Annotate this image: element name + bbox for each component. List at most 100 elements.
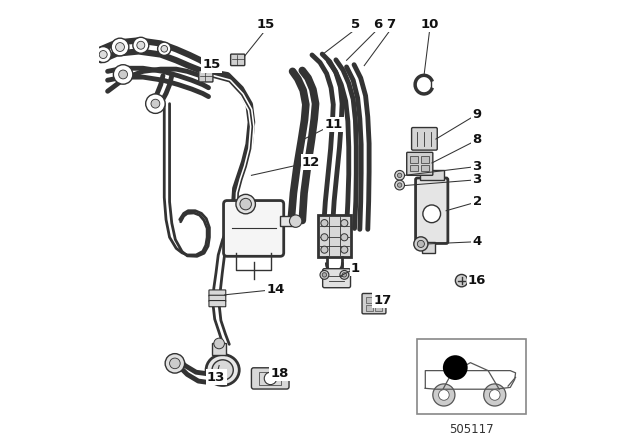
Circle shape — [240, 198, 252, 210]
Circle shape — [395, 171, 404, 180]
Circle shape — [322, 273, 326, 277]
Polygon shape — [443, 363, 499, 389]
Polygon shape — [294, 166, 308, 193]
Circle shape — [170, 358, 180, 369]
Circle shape — [397, 183, 402, 187]
Bar — [417, 339, 525, 414]
Text: 1: 1 — [351, 262, 360, 275]
Circle shape — [264, 372, 276, 384]
Bar — [410, 165, 418, 171]
Text: 16: 16 — [468, 274, 486, 287]
Circle shape — [95, 47, 111, 63]
Polygon shape — [303, 90, 316, 104]
Text: 5: 5 — [351, 17, 360, 30]
Polygon shape — [292, 70, 308, 79]
Circle shape — [417, 241, 424, 247]
Circle shape — [340, 271, 349, 279]
Polygon shape — [297, 139, 312, 167]
Circle shape — [340, 220, 348, 227]
Circle shape — [342, 273, 346, 277]
Bar — [365, 297, 372, 303]
Bar — [421, 165, 429, 171]
Bar — [318, 215, 351, 257]
Text: 3: 3 — [472, 160, 482, 173]
FancyBboxPatch shape — [415, 178, 448, 243]
Text: 4: 4 — [472, 235, 482, 248]
Text: 15: 15 — [257, 18, 275, 31]
Bar — [375, 305, 382, 311]
FancyBboxPatch shape — [209, 290, 226, 296]
FancyBboxPatch shape — [252, 368, 289, 389]
Bar — [365, 305, 372, 311]
FancyBboxPatch shape — [406, 152, 433, 175]
FancyBboxPatch shape — [323, 269, 351, 288]
Circle shape — [99, 51, 107, 59]
Circle shape — [116, 43, 124, 52]
FancyBboxPatch shape — [209, 295, 226, 302]
Circle shape — [321, 246, 328, 253]
Text: 15: 15 — [202, 58, 221, 71]
Circle shape — [395, 180, 404, 190]
Text: 10: 10 — [420, 17, 439, 30]
Text: 17: 17 — [374, 293, 392, 306]
Circle shape — [438, 390, 449, 400]
Circle shape — [433, 384, 455, 406]
Circle shape — [113, 65, 133, 84]
FancyBboxPatch shape — [209, 301, 226, 307]
Polygon shape — [426, 370, 516, 389]
Bar — [259, 372, 281, 384]
Ellipse shape — [206, 354, 239, 385]
Circle shape — [137, 41, 145, 49]
Circle shape — [289, 215, 302, 227]
Circle shape — [321, 220, 328, 227]
FancyBboxPatch shape — [230, 54, 244, 65]
FancyBboxPatch shape — [223, 201, 284, 256]
Circle shape — [165, 353, 184, 373]
Text: 7: 7 — [386, 17, 396, 30]
FancyBboxPatch shape — [362, 293, 386, 314]
Text: 14: 14 — [267, 283, 285, 296]
Text: 2: 2 — [472, 195, 482, 208]
Circle shape — [214, 338, 225, 349]
Bar — [280, 216, 296, 226]
Text: 12: 12 — [302, 155, 320, 168]
Bar — [212, 344, 226, 354]
Bar — [421, 156, 429, 163]
Text: 18: 18 — [270, 367, 289, 380]
Circle shape — [151, 99, 160, 108]
Text: 505117: 505117 — [449, 423, 494, 436]
Text: 9: 9 — [472, 108, 482, 121]
Circle shape — [456, 275, 468, 287]
Polygon shape — [291, 193, 304, 220]
Text: 8: 8 — [472, 134, 482, 146]
FancyBboxPatch shape — [199, 70, 213, 82]
Text: 11: 11 — [324, 118, 342, 131]
Polygon shape — [298, 78, 313, 90]
Circle shape — [414, 237, 428, 251]
Circle shape — [161, 46, 168, 52]
Text: 6: 6 — [373, 17, 382, 30]
Circle shape — [236, 194, 255, 214]
Circle shape — [490, 390, 500, 400]
Circle shape — [146, 94, 165, 113]
Text: 3: 3 — [472, 173, 482, 186]
Polygon shape — [301, 119, 314, 140]
Bar — [420, 170, 444, 180]
Circle shape — [484, 384, 506, 406]
FancyBboxPatch shape — [412, 128, 437, 150]
Circle shape — [320, 271, 329, 279]
Bar — [410, 156, 418, 163]
Circle shape — [111, 38, 129, 56]
Text: 13: 13 — [207, 370, 225, 383]
Circle shape — [118, 70, 127, 79]
Bar — [422, 242, 435, 253]
Circle shape — [157, 42, 171, 56]
Circle shape — [340, 246, 348, 253]
Circle shape — [133, 37, 148, 53]
Circle shape — [340, 234, 348, 241]
Bar — [375, 297, 382, 303]
Circle shape — [321, 234, 328, 241]
Circle shape — [397, 173, 402, 177]
Circle shape — [443, 355, 468, 380]
Circle shape — [423, 205, 440, 223]
